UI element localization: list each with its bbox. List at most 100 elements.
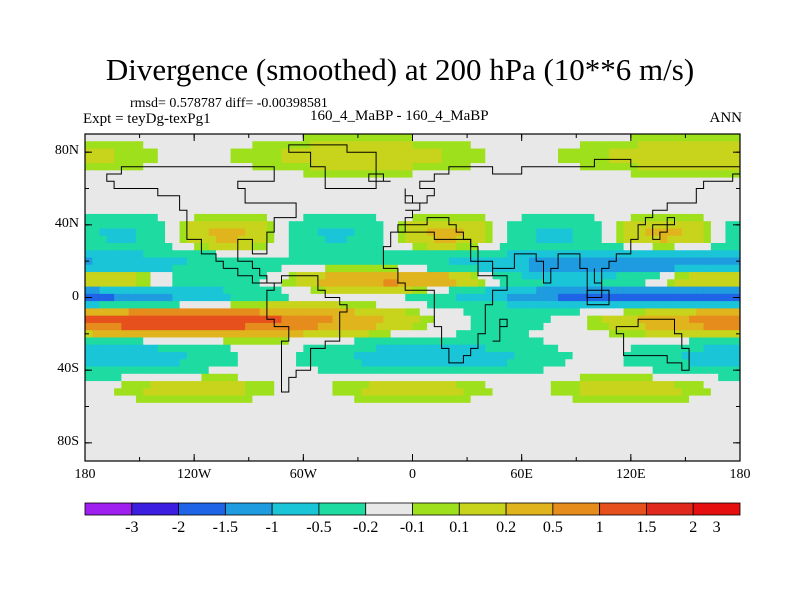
field-cell [703, 439, 712, 448]
field-cell [121, 286, 130, 295]
field-cell [456, 199, 465, 208]
field-cell [397, 308, 406, 317]
field-cell [121, 352, 130, 360]
field-cell [172, 272, 181, 280]
field-cell [478, 264, 486, 273]
field-cell [594, 322, 603, 331]
field-cell [630, 344, 639, 353]
field-cell [339, 199, 348, 208]
field-cell [521, 322, 530, 331]
field-cell [230, 301, 239, 309]
field-cell [230, 322, 239, 331]
field-cell [696, 250, 705, 259]
field-cell [718, 235, 727, 244]
field-cell [550, 315, 559, 324]
field-cell [645, 366, 654, 375]
field-cell [274, 417, 283, 426]
field-cell [521, 155, 530, 164]
field-cell [165, 395, 173, 404]
field-cell [638, 264, 646, 273]
field-cell [245, 141, 253, 150]
field-cell [470, 410, 479, 418]
field-cell [390, 388, 399, 397]
field-cell [128, 206, 137, 215]
field-cell [550, 177, 559, 186]
field-cell [274, 192, 283, 200]
field-cell [194, 134, 203, 142]
field-cell [317, 337, 326, 346]
field-cell [725, 170, 734, 179]
field-cell [405, 293, 414, 302]
field-cell [252, 322, 261, 331]
field-cell [623, 395, 632, 404]
field-cell [201, 155, 210, 164]
field-cell [528, 424, 537, 433]
field-cell [201, 439, 210, 448]
field-cell [186, 388, 195, 397]
field-cell [237, 221, 246, 230]
field-cell [310, 257, 319, 266]
field-cell [558, 315, 566, 324]
field-cell [732, 199, 740, 208]
field-cell [237, 264, 246, 273]
field-cell [528, 301, 537, 309]
field-cell [485, 453, 494, 461]
field-cell [317, 250, 326, 259]
field-cell [179, 199, 188, 208]
field-cell [470, 272, 479, 280]
field-cell [689, 402, 697, 411]
field-cell [478, 417, 486, 426]
field-cell [208, 155, 217, 164]
field-cell [405, 163, 414, 171]
field-cell [405, 272, 414, 280]
field-cell [99, 301, 108, 309]
field-cell [128, 381, 137, 389]
field-cell [507, 221, 515, 230]
field-cell [609, 373, 617, 382]
field-cell [361, 213, 370, 222]
field-cell [223, 344, 232, 353]
field-cell [543, 177, 552, 186]
field-cell [92, 381, 101, 389]
field-cell [703, 199, 712, 208]
field-cell [106, 206, 115, 215]
field-cell [99, 206, 108, 215]
field-cell [208, 134, 217, 142]
field-cell [405, 177, 414, 186]
field-cell [85, 315, 93, 324]
field-cell [266, 388, 275, 397]
field-cell [150, 293, 159, 302]
field-cell [347, 431, 355, 440]
field-cell [245, 221, 253, 230]
field-cell [470, 250, 479, 259]
field-cell [667, 286, 676, 295]
field-cell [725, 446, 734, 455]
field-cell [412, 322, 421, 331]
field-cell [266, 293, 275, 302]
field-cell [259, 170, 268, 179]
field-cell [638, 381, 646, 389]
field-cell [252, 330, 261, 339]
field-cell [201, 410, 210, 418]
field-cell [288, 221, 297, 230]
field-cell [652, 337, 661, 346]
field-cell [397, 344, 406, 353]
field-cell [579, 235, 588, 244]
field-cell [223, 206, 232, 215]
field-cell [354, 192, 363, 200]
field-cell [470, 235, 479, 244]
field-cell [594, 134, 603, 142]
field-cell [85, 301, 93, 309]
field-cell [456, 431, 465, 440]
field-cell [376, 352, 384, 360]
field-cell [99, 395, 108, 404]
field-cell [383, 163, 392, 171]
field-cell [186, 308, 195, 317]
field-cell [361, 279, 370, 288]
field-cell [419, 264, 428, 273]
field-cell [412, 446, 421, 455]
field-cell [514, 279, 523, 288]
field-cell [536, 366, 545, 375]
field-cell [732, 315, 740, 324]
field-cell [99, 213, 108, 222]
